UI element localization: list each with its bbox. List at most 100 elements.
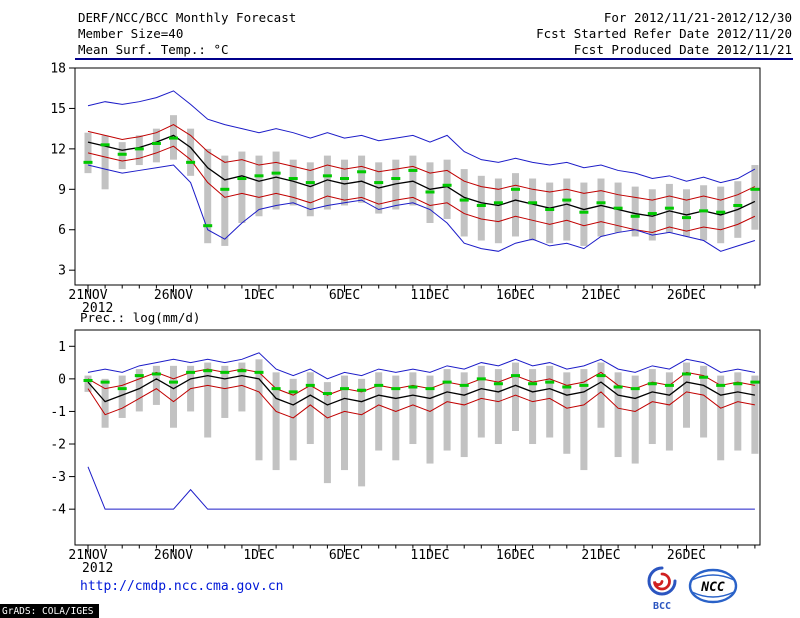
member-range-bar <box>546 365 554 438</box>
member-range-bar <box>443 159 451 219</box>
member-range-bar <box>306 372 314 445</box>
member-range-bar <box>494 369 502 445</box>
y-axis-label: 0 <box>58 372 66 387</box>
refer-date-label: Fcst Started Refer Date 2012/11/20 <box>536 26 792 41</box>
member-range-bar <box>118 375 126 418</box>
member-range-bar <box>101 135 109 190</box>
ncc-logo-globe-icon: NCC <box>688 568 738 604</box>
header-row-1: DERF/NCC/BCC Monthly Forecast For 2012/1… <box>78 10 792 25</box>
member-range-bar <box>152 128 160 163</box>
plot-frame <box>74 329 761 546</box>
member-range-bar <box>204 362 212 438</box>
y-axis-label: 12 <box>50 142 66 157</box>
y-axis-label: -4 <box>50 503 66 518</box>
member-range-bar <box>614 372 622 458</box>
member-range-bar <box>700 185 708 241</box>
y-axis-label: -1 <box>50 405 66 420</box>
ensemble-min-line <box>87 164 756 252</box>
precipitation-chart: -4 -3 -2 -1 0 1 21NOV 26NOV 1DEC 6DEC 11DEC 16DEC 21… <box>50 329 761 576</box>
member-range-bar <box>255 155 263 217</box>
member-range-bar <box>494 178 502 244</box>
header-divider <box>75 58 793 60</box>
member-range-bar <box>84 375 92 392</box>
y-axis-label: 15 <box>50 102 66 117</box>
x-axis-label: 21NOV <box>68 288 107 303</box>
member-range-bar <box>238 362 246 412</box>
member-range-bar <box>375 372 383 451</box>
member-range-bar <box>409 372 417 445</box>
member-range-bar <box>426 375 434 464</box>
member-range-bar <box>392 159 400 210</box>
member-range-bar <box>187 128 195 176</box>
member-range-bar <box>358 378 366 487</box>
x-axis-label: 26DEC <box>667 288 706 303</box>
x-axis-label: 6DEC <box>329 548 360 563</box>
y-axis-label: 3 <box>58 264 66 279</box>
member-range-bar <box>460 169 468 237</box>
member-range-bar <box>392 375 400 461</box>
ensemble-mean-line <box>87 134 756 217</box>
page-title: DERF/NCC/BCC Monthly Forecast <box>78 10 297 25</box>
member-range-bar <box>101 378 109 428</box>
member-range-bar <box>204 148 212 244</box>
member-range-bar <box>341 375 348 471</box>
x-axis-label: 26DEC <box>667 548 706 563</box>
y-axis-label: 9 <box>58 183 66 198</box>
ensemble-mean-line <box>87 374 756 406</box>
member-range-bar <box>597 362 605 428</box>
ensemble-lower-line <box>87 384 755 419</box>
member-range-bar <box>597 178 605 237</box>
y-axis-label: 1 <box>58 340 66 355</box>
member-range-bar <box>580 182 588 246</box>
x-axis-label: 11DEC <box>410 288 449 303</box>
member-range-bar <box>631 375 639 464</box>
ensemble-max-line <box>87 90 756 184</box>
x-axis-year-label: 2012 <box>82 301 113 316</box>
member-range-bar <box>152 365 160 405</box>
y-axis-label: 18 <box>50 62 66 77</box>
member-range-bar <box>255 359 263 461</box>
member-range-bar <box>717 375 725 461</box>
member-range-bar <box>631 186 639 237</box>
member-range-bar <box>683 189 690 237</box>
member-range-bar <box>512 173 519 237</box>
x-axis-label: 21DEC <box>581 548 620 563</box>
precip-chart-title: Prec.: log(mm/d) <box>80 310 201 325</box>
member-range-bar <box>323 382 331 484</box>
member-range-bar <box>341 159 348 206</box>
website-link[interactable]: http://cmdp.ncc.cma.gov.cn <box>80 579 284 594</box>
grads-credit: GrADS: COLA/IGES <box>0 604 99 618</box>
ensemble-max-line <box>87 352 755 380</box>
x-axis-label: 21NOV <box>68 548 107 563</box>
x-axis-label: 11DEC <box>410 548 449 563</box>
x-axis-label: 6DEC <box>329 288 360 303</box>
x-axis-label: 1DEC <box>243 288 274 303</box>
member-range-bar <box>135 369 143 412</box>
x-axis-label: 16DEC <box>496 288 535 303</box>
x-axis-label: 16DEC <box>496 548 535 563</box>
member-range-bar <box>460 372 468 458</box>
bcc-logo-text: BCC <box>652 601 672 612</box>
x-axis-label: 21DEC <box>581 288 620 303</box>
x-axis-label: 26NOV <box>154 548 193 563</box>
member-range-bar <box>512 362 519 431</box>
x-axis-year-label: 2012 <box>82 561 113 576</box>
y-axis-label: -3 <box>50 470 66 485</box>
y-axis-label: 6 <box>58 223 66 238</box>
member-range-bar <box>734 372 742 451</box>
member-range-bar <box>238 151 246 223</box>
ensemble-lower-line <box>87 145 756 233</box>
ncc-logo-text: NCC <box>700 580 725 595</box>
member-range-bar <box>563 372 571 454</box>
member-range-bar <box>289 159 297 206</box>
forecast-valid-range: For 2012/11/21-2012/12/30 <box>603 10 792 25</box>
member-range-bar <box>477 175 485 241</box>
member-range-bar <box>580 369 588 471</box>
temp-chart-title: Mean Surf. Temp.: °C <box>78 42 229 57</box>
member-range-bar <box>529 178 537 241</box>
member-range-bar <box>665 372 673 451</box>
temperature-chart: 3 6 9 12 15 18 21NOV 26NOV 1DEC 6DEC 11DEC 16DEC 21D… <box>50 62 761 316</box>
member-range-bar <box>700 365 708 438</box>
member-range-bar <box>289 378 297 461</box>
